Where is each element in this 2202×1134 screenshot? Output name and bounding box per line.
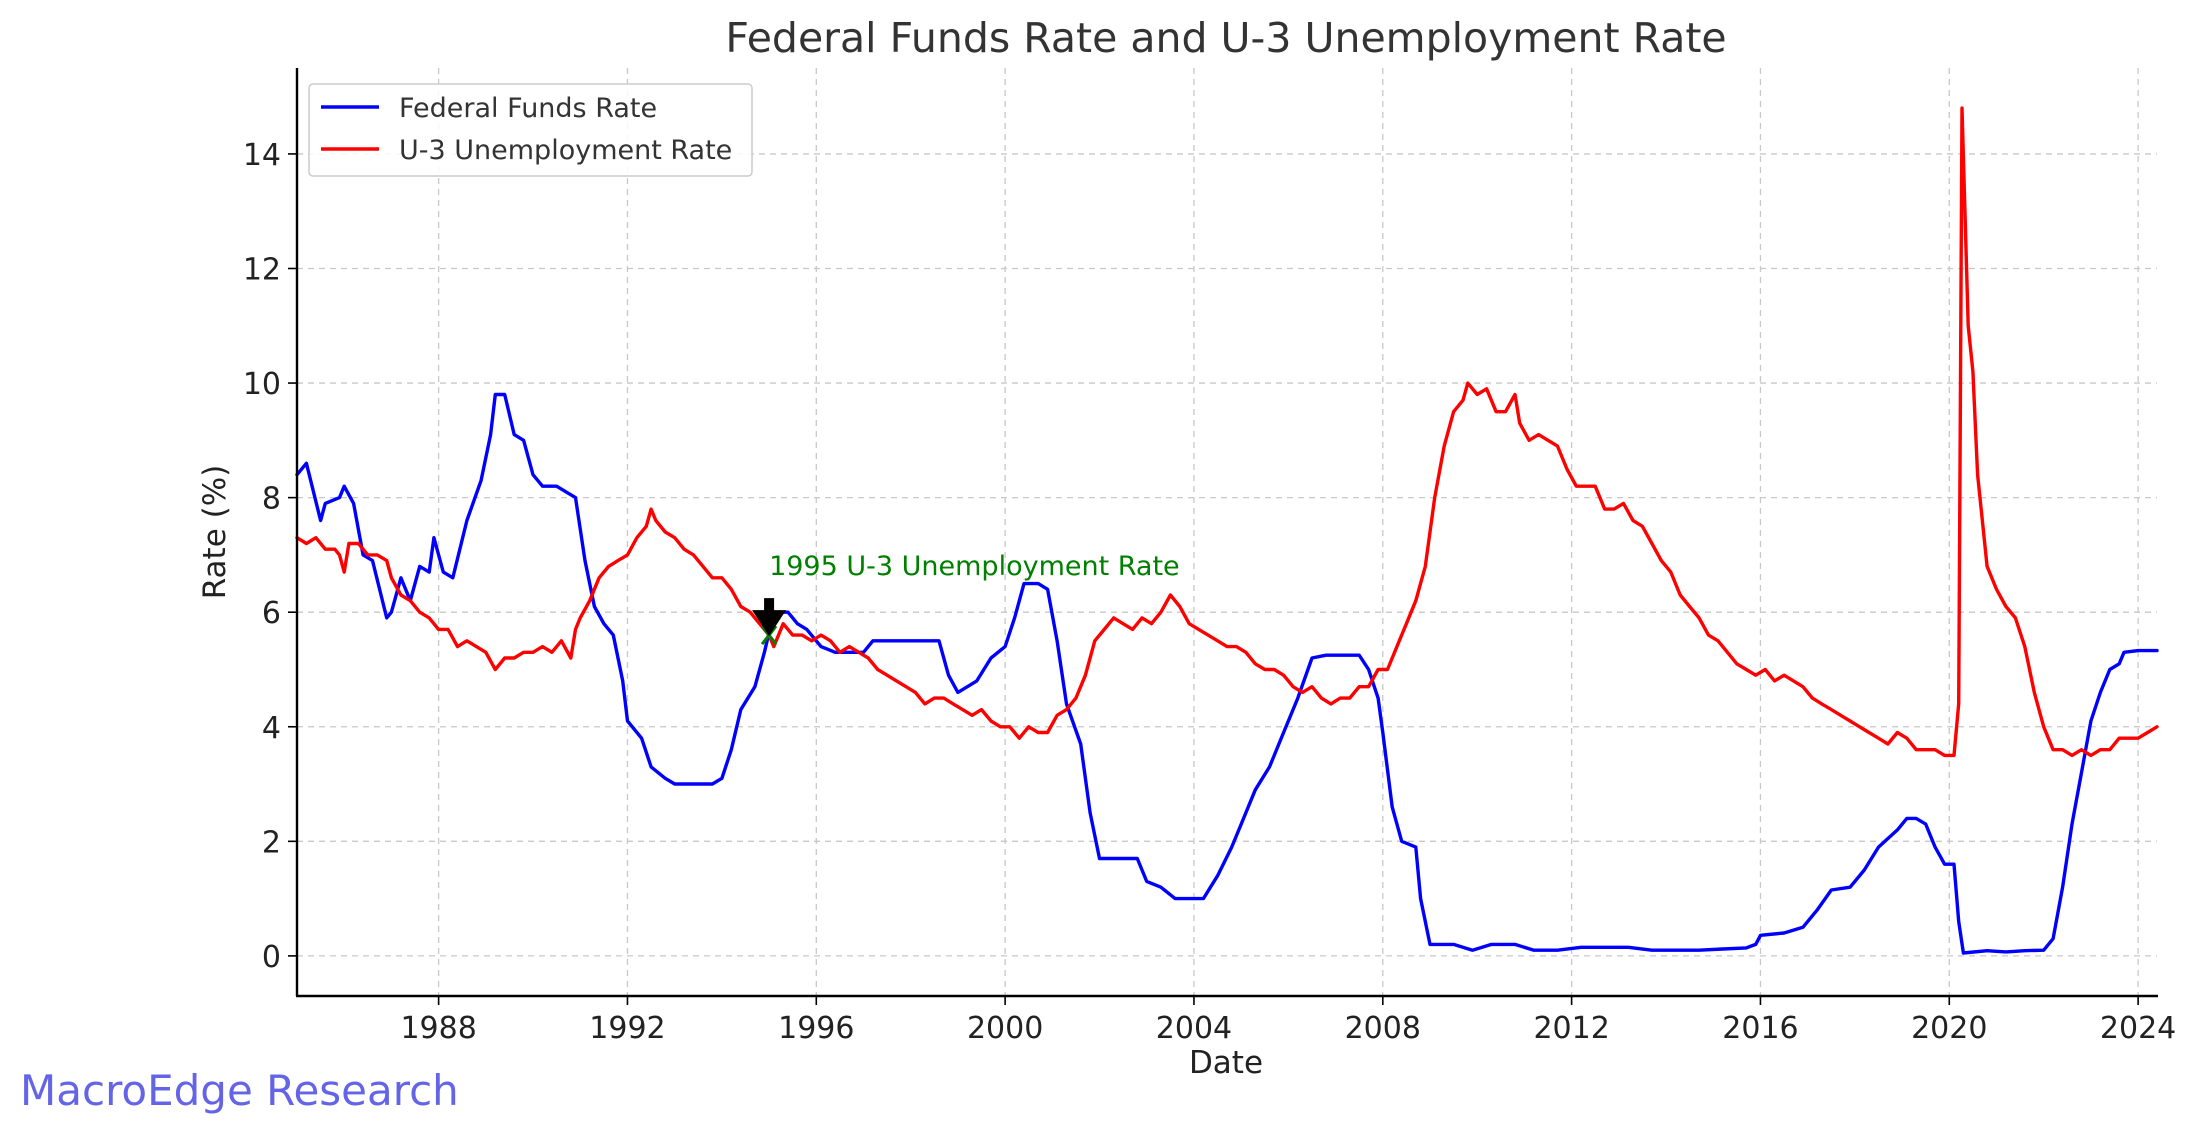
annotation-layer: 1995 U-3 Unemployment Rate: [752, 551, 1180, 646]
y-axis-label: Rate (%): [197, 465, 233, 600]
x-tick-label: 2000: [967, 1011, 1043, 1046]
chart-title: Federal Funds Rate and U-3 Unemployment …: [725, 14, 1726, 62]
y-tick-label: 14: [243, 138, 281, 173]
x-tick-label: 2016: [1722, 1011, 1798, 1046]
y-tick-label: 12: [243, 252, 281, 287]
x-tick-label: 1996: [778, 1011, 854, 1046]
x-tick-label: 2020: [1911, 1011, 1987, 1046]
federal-funds-rate-line: [295, 392, 2159, 955]
y-tick-label: 6: [262, 596, 281, 631]
y-tick-label: 8: [262, 482, 281, 517]
y-tick-label: 4: [262, 711, 281, 746]
y-tick-label: 10: [243, 367, 281, 402]
legend-label-unemployment: U-3 Unemployment Rate: [399, 135, 732, 166]
y-axis-ticks: 0 2 4 6 8 10 12 14: [243, 138, 297, 975]
annotation-arrow-shaft: [764, 598, 775, 613]
x-tick-label: 2004: [1156, 1011, 1232, 1046]
x-tick-label: 2008: [1345, 1011, 1421, 1046]
annotation-arrow-head: [752, 610, 787, 637]
legend-label-federal-funds: Federal Funds Rate: [399, 93, 657, 124]
x-tick-label: 1992: [589, 1011, 665, 1046]
legend: Federal Funds Rate U-3 Unemployment Rate: [308, 83, 753, 177]
legend-box: [308, 83, 753, 177]
x-tick-label: 2024: [2100, 1011, 2176, 1046]
x-tick-label: 1988: [400, 1011, 476, 1046]
series-layer: [295, 106, 2159, 955]
x-tick-label: 2012: [1533, 1011, 1609, 1046]
brand-watermark: MacroEdge Research: [20, 1066, 459, 1115]
unemployment-rate-line: [295, 106, 2159, 758]
annotation-label: 1995 U-3 Unemployment Rate: [769, 551, 1180, 582]
y-tick-label: 0: [262, 940, 281, 975]
y-tick-label: 2: [262, 825, 281, 860]
x-axis-label: Date: [1189, 1045, 1263, 1081]
x-axis-ticks: 1988 1992 1996 2000 2004 2008 2012 2016 2020 2024: [400, 996, 2176, 1046]
